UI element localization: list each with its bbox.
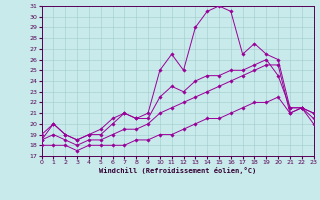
X-axis label: Windchill (Refroidissement éolien,°C): Windchill (Refroidissement éolien,°C) <box>99 167 256 174</box>
